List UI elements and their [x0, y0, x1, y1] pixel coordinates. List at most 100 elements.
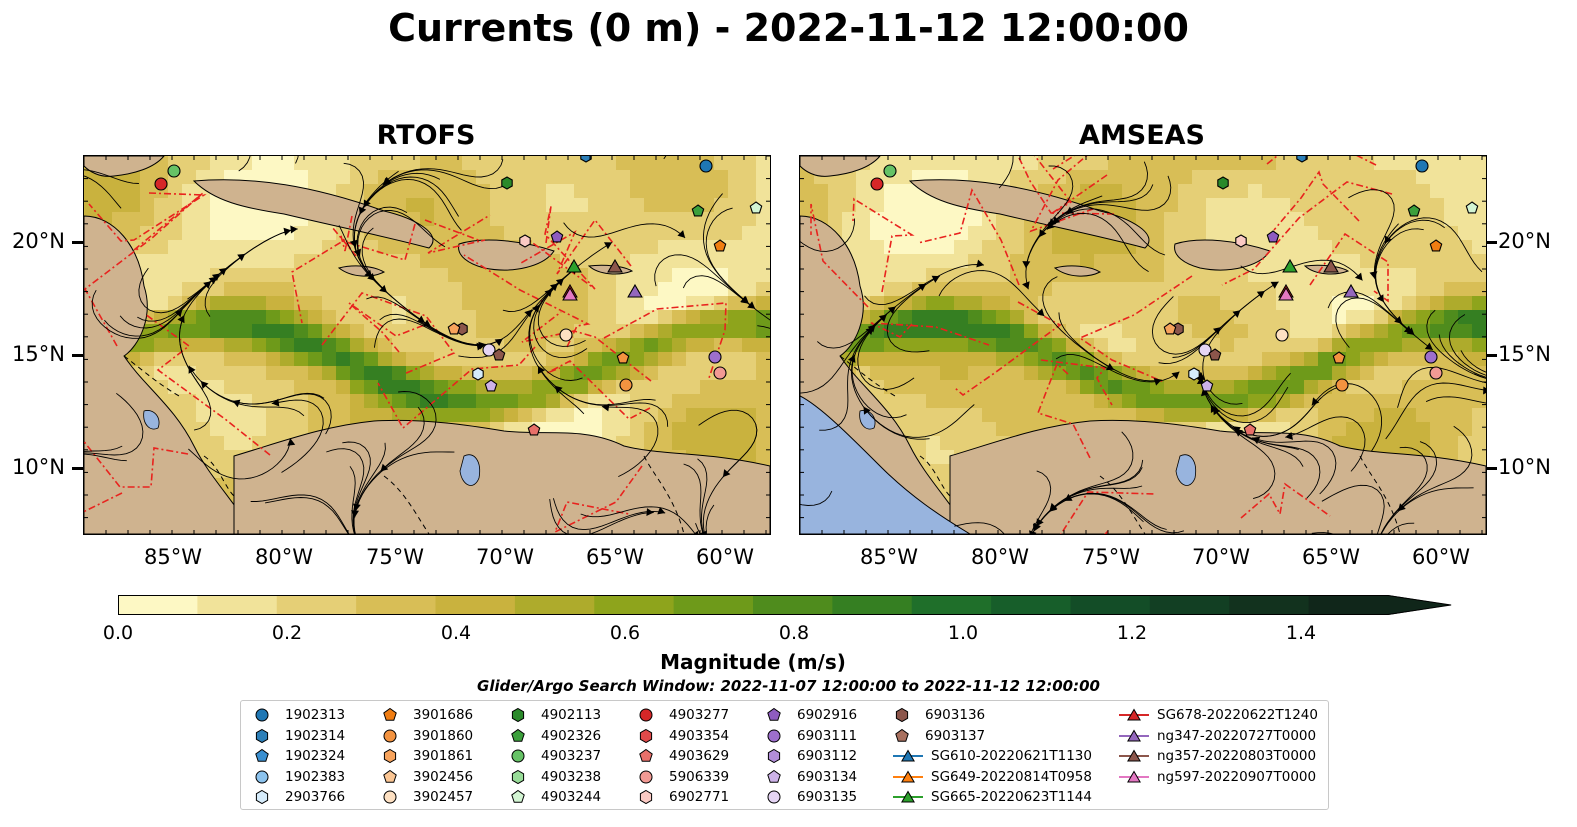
legend-line-triangle-icon [1119, 749, 1149, 762]
argo-float-marker[interactable] [691, 204, 705, 217]
legend-entry-label: 6902771 [669, 789, 730, 806]
colorbar-segment [594, 595, 675, 615]
argo-float-marker[interactable] [472, 367, 484, 381]
glider-track-marker[interactable] [566, 258, 582, 273]
lat-tick [72, 354, 83, 357]
glider-track-marker[interactable] [1343, 283, 1359, 298]
colorbar-segment [753, 595, 833, 615]
legend-entry-label: 5906339 [669, 768, 730, 785]
legend-entry-label: ng347-20220727T0000 [1157, 727, 1317, 744]
glider-track-marker[interactable] [1278, 286, 1294, 301]
argo-float-marker[interactable] [154, 177, 168, 191]
argo-float-marker[interactable] [550, 230, 564, 243]
argo-float-marker[interactable] [1198, 343, 1212, 357]
argo-float-marker[interactable] [1296, 156, 1308, 163]
legend-line-triangle-icon [1119, 770, 1149, 783]
argo-float-marker[interactable] [482, 343, 496, 357]
argo-float-marker[interactable] [619, 378, 633, 392]
legend-entry-label: 4903237 [541, 748, 602, 765]
argo-float-marker[interactable] [1200, 379, 1214, 392]
legend-entry-label: 3901686 [413, 707, 474, 723]
platform-markers [870, 156, 1479, 436]
argo-float-marker[interactable] [1208, 348, 1222, 361]
argo-float-marker[interactable] [559, 328, 573, 342]
argo-float-marker[interactable] [870, 177, 884, 191]
glider-track-marker[interactable] [1282, 258, 1298, 273]
argo-float-marker[interactable] [1243, 423, 1257, 436]
glider-track-marker[interactable] [607, 258, 623, 273]
land-mass [84, 215, 255, 534]
glider-track-marker[interactable] [1323, 258, 1339, 273]
argo-float-marker[interactable] [1188, 367, 1200, 381]
argo-float-marker[interactable] [616, 351, 630, 364]
land-mass [84, 156, 165, 177]
amseas-map-panel[interactable] [799, 155, 1487, 535]
lat-label-20n-left: 20°N [12, 229, 65, 253]
legend-pentagon-icon [383, 769, 397, 783]
current-streamlines [800, 156, 1486, 534]
argo-float-marker[interactable] [883, 164, 897, 178]
argo-float-marker[interactable] [1407, 204, 1421, 217]
legend-entry-label: 2903766 [285, 789, 346, 806]
argo-float-marker[interactable] [708, 350, 722, 364]
argo-float-marker[interactable] [519, 234, 531, 248]
argo-float-marker[interactable] [1429, 239, 1443, 252]
argo-float-marker[interactable] [492, 348, 506, 361]
argo-float-marker[interactable] [749, 201, 763, 214]
argo-float-marker[interactable] [1163, 322, 1177, 335]
legend-entry-label: 4903629 [669, 748, 730, 765]
legend-pentagon-icon [383, 707, 397, 721]
argo-float-marker[interactable] [1424, 350, 1438, 364]
argo-float-marker[interactable] [1266, 230, 1280, 243]
argo-float-marker[interactable] [1275, 328, 1289, 342]
lon-label-75w-right: 75°W [1082, 545, 1140, 569]
argo-float-marker[interactable] [1335, 378, 1349, 392]
legend-hexagon-icon [767, 749, 781, 764]
platform-legend: 1902313 1902314 1902324 1902383 2903766 39016… [240, 700, 1329, 810]
argo-float-marker[interactable] [713, 366, 727, 380]
argo-float-marker[interactable] [501, 176, 513, 190]
lon-label-65w-left: 65°W [586, 545, 644, 569]
legend-entry-label: ng357-20220803T0000 [1157, 748, 1317, 765]
rtofs-map-panel[interactable] [83, 155, 771, 535]
colorbar-tick-label: 1.2 [1116, 622, 1148, 644]
argo-float-marker[interactable] [699, 159, 713, 173]
legend-pentagon-icon [511, 790, 525, 804]
colorbar-segment [1070, 595, 1151, 615]
argo-float-marker[interactable] [1235, 234, 1247, 248]
lat-label-20n-right: 20°N [1498, 229, 1551, 253]
argo-float-marker[interactable] [1429, 366, 1443, 380]
argo-float-marker[interactable] [1332, 351, 1346, 364]
lat-tick [72, 467, 83, 470]
legend-pentagon-icon [767, 769, 781, 783]
legend-circle-icon [511, 749, 525, 763]
legend-entry-label: 4903277 [669, 707, 730, 723]
legend-line-triangle-icon [1119, 729, 1149, 742]
argo-float-marker[interactable] [1465, 201, 1479, 214]
argo-float-marker[interactable] [1217, 176, 1229, 190]
legend-entry-label: SG649-20220814T0958 [931, 768, 1092, 785]
colorbar-tick-label: 0.0 [102, 622, 134, 644]
glider-track-marker[interactable] [562, 286, 578, 301]
argo-float-marker[interactable] [447, 322, 461, 335]
legend-entry-label: SG678-20220622T1240 [1157, 707, 1318, 723]
colorbar-tick-label: 0.6 [609, 622, 641, 644]
glider-track-marker[interactable] [627, 283, 643, 298]
land-mass [233, 419, 770, 534]
lon-label-65w-right: 65°W [1302, 545, 1360, 569]
lat-label-15n-left: 15°N [12, 342, 65, 366]
colorbar-label: Magnitude (m/s) [660, 650, 846, 674]
lake-nicaragua [143, 410, 160, 430]
legend-hexagon-icon [639, 728, 653, 743]
legend-circle-icon [767, 790, 781, 804]
lon-label-70w-right: 70°W [1192, 545, 1250, 569]
argo-float-marker[interactable] [1415, 159, 1429, 173]
colorbar-segment [276, 595, 357, 615]
argo-float-marker[interactable] [580, 156, 592, 163]
argo-float-marker[interactable] [713, 239, 727, 252]
eez-boundaries [810, 156, 1393, 534]
argo-float-marker[interactable] [527, 423, 541, 436]
argo-float-marker[interactable] [484, 379, 498, 392]
legend-hexagon-icon [511, 769, 525, 784]
argo-float-marker[interactable] [167, 164, 181, 178]
